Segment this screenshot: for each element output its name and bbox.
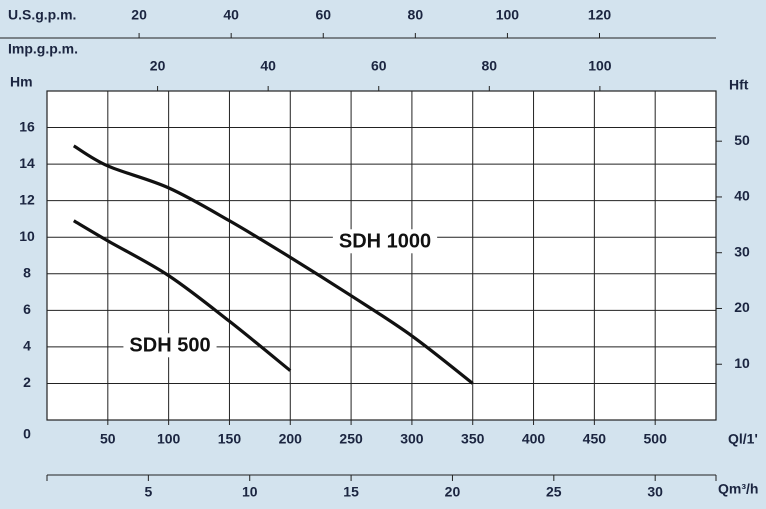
top-tick-label: 40 bbox=[223, 7, 239, 23]
x-tick-label: 50 bbox=[100, 431, 116, 447]
top-tick-label: 40 bbox=[260, 58, 276, 74]
bottom-tick-label: 5 bbox=[144, 484, 152, 500]
axis-title: Imp.g.p.m. bbox=[8, 41, 78, 57]
x-tick-label: 300 bbox=[400, 431, 424, 447]
y-tick-label: 10 bbox=[19, 228, 35, 244]
series-label: SDH 1000 bbox=[339, 230, 431, 252]
x-tick-label: 250 bbox=[339, 431, 363, 447]
y-tick-label: 0 bbox=[23, 426, 31, 442]
top-tick-label: 80 bbox=[482, 58, 498, 74]
y2-tick-label: 20 bbox=[734, 299, 750, 315]
top-tick-label: 60 bbox=[371, 58, 387, 74]
x-tick-label: 100 bbox=[157, 431, 181, 447]
y-tick-label: 12 bbox=[19, 191, 35, 207]
top-tick-label: 100 bbox=[496, 7, 520, 23]
top-tick-label: 80 bbox=[408, 7, 424, 23]
top-tick-label: 100 bbox=[588, 58, 612, 74]
y2-tick-label: 50 bbox=[734, 132, 750, 148]
label-bg bbox=[123, 333, 217, 358]
y2-tick-label: 40 bbox=[734, 188, 750, 204]
curve bbox=[72, 219, 292, 372]
x-tick-label: 150 bbox=[218, 431, 242, 447]
y-tick-label: 2 bbox=[23, 374, 31, 390]
axis-title: U.S.g.p.m. bbox=[8, 7, 76, 23]
plot-area bbox=[47, 91, 716, 420]
series-label: SDH 500 bbox=[129, 334, 210, 356]
axis-title: Ql/1' bbox=[728, 431, 758, 447]
x-tick-label: 500 bbox=[644, 431, 668, 447]
axis-title: Qm³/h bbox=[718, 481, 758, 497]
bottom-tick-label: 20 bbox=[445, 484, 461, 500]
bottom-tick-label: 10 bbox=[242, 484, 258, 500]
axis-title: Hm bbox=[10, 74, 33, 90]
curve bbox=[72, 144, 474, 385]
y2-tick-label: 30 bbox=[734, 243, 750, 259]
top-tick-label: 20 bbox=[150, 58, 166, 74]
axis-title: Hft bbox=[729, 77, 749, 93]
y-tick-label: 8 bbox=[23, 264, 31, 280]
label-bg bbox=[332, 229, 438, 254]
x-tick-label: 450 bbox=[583, 431, 607, 447]
y-tick-label: 6 bbox=[23, 301, 31, 317]
x-tick-label: 400 bbox=[522, 431, 546, 447]
bottom-tick-label: 30 bbox=[647, 484, 663, 500]
bottom-tick-label: 25 bbox=[546, 484, 562, 500]
y2-tick-label: 10 bbox=[734, 355, 750, 371]
y-tick-label: 4 bbox=[23, 338, 31, 354]
plot-border bbox=[46, 90, 717, 421]
top-tick-label: 60 bbox=[315, 7, 331, 23]
y-tick-label: 16 bbox=[19, 118, 35, 134]
top-tick-label: 20 bbox=[131, 7, 147, 23]
x-tick-label: 350 bbox=[461, 431, 485, 447]
top-tick-label: 120 bbox=[588, 7, 612, 23]
bottom-tick-label: 15 bbox=[343, 484, 359, 500]
y-tick-label: 14 bbox=[19, 155, 35, 171]
x-tick-label: 200 bbox=[279, 431, 303, 447]
